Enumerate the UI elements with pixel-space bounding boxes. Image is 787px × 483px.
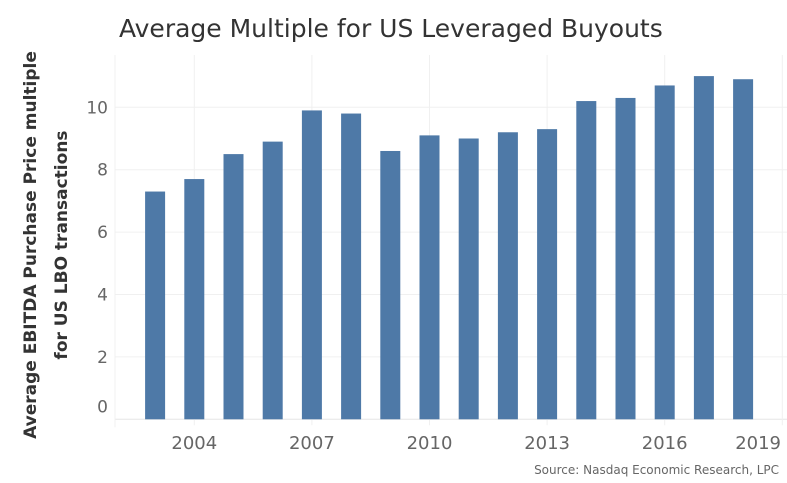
- bar-2017: [693, 76, 714, 420]
- bar-2018: [733, 79, 754, 420]
- bar-2012: [497, 132, 518, 420]
- bar-2010: [419, 135, 440, 420]
- bar-2016: [654, 85, 675, 420]
- bar-2013: [537, 129, 558, 420]
- x-tick-label: 2007: [289, 433, 335, 454]
- bar-2004: [184, 179, 205, 420]
- y-tick-label: 8: [97, 161, 108, 181]
- y-tick-label: 10: [86, 98, 108, 118]
- bar-2008: [341, 113, 362, 420]
- bar-2006: [262, 141, 283, 420]
- bar-2003: [145, 191, 166, 420]
- source-note: Source: Nasdaq Economic Research, LPC: [534, 463, 779, 477]
- y-tick-label: 4: [97, 286, 108, 306]
- y-tick-label: 6: [97, 223, 108, 243]
- y-tick-label: 2: [97, 348, 108, 368]
- y-tick-label: 0: [97, 397, 108, 417]
- bar-2011: [458, 138, 479, 420]
- x-tick-label: 2019: [735, 433, 781, 454]
- x-tick-label: 2013: [524, 433, 570, 454]
- bar-2014: [576, 101, 597, 420]
- chart-title: Average Multiple for US Leveraged Buyout…: [119, 14, 663, 43]
- x-tick-label: 2004: [171, 433, 217, 454]
- bar-2005: [223, 154, 244, 420]
- bar-2007: [301, 110, 322, 420]
- x-tick-label: 2016: [642, 433, 688, 454]
- bar-2009: [380, 150, 401, 420]
- x-tick-label: 2010: [407, 433, 453, 454]
- bar-2015: [615, 97, 636, 420]
